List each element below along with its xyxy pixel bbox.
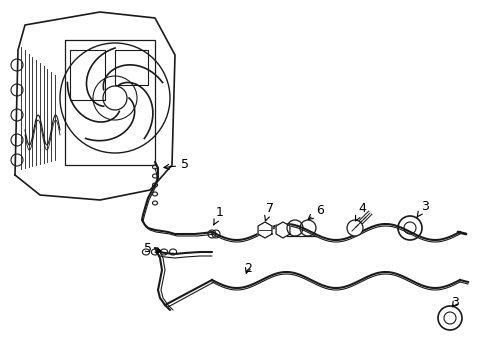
Polygon shape — [15, 12, 175, 200]
Polygon shape — [258, 222, 271, 238]
Text: 4: 4 — [355, 202, 365, 221]
Text: 1: 1 — [213, 207, 224, 225]
Text: 3: 3 — [416, 199, 428, 217]
Polygon shape — [70, 50, 105, 100]
Text: 5: 5 — [143, 242, 161, 255]
Polygon shape — [276, 222, 289, 238]
Text: 3: 3 — [450, 297, 458, 310]
Text: 7: 7 — [264, 202, 273, 221]
Text: 5: 5 — [163, 158, 189, 171]
Circle shape — [346, 220, 362, 236]
Polygon shape — [115, 50, 148, 85]
Polygon shape — [65, 40, 155, 165]
Text: 2: 2 — [244, 261, 251, 274]
Text: 6: 6 — [307, 203, 323, 220]
